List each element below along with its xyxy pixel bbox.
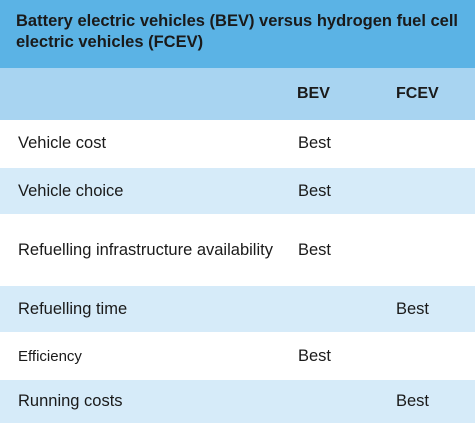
row-label: Efficiency — [18, 347, 82, 365]
header-bev: BEV — [297, 85, 330, 102]
row-label: Refuelling infrastructure availability — [18, 240, 273, 259]
table-title: Battery electric vehicles (BEV) versus h… — [0, 0, 475, 68]
row-bev-value: Best — [298, 240, 332, 259]
row-bev-value: Best — [298, 346, 332, 365]
table-row: Vehicle choice Best — [0, 168, 475, 215]
table-row: Refuelling infrastructure availability B… — [0, 215, 475, 286]
row-fcev-value: Best — [396, 299, 430, 318]
table-row: Running costs Best — [0, 380, 475, 423]
row-label: Vehicle cost — [18, 134, 107, 152]
row-bev-value: Best — [298, 181, 332, 200]
table-row: Vehicle cost Best — [0, 120, 475, 168]
table-header-row: BEV FCEV — [0, 68, 475, 120]
table-row: Refuelling time Best — [0, 286, 475, 333]
row-label: Refuelling time — [18, 299, 128, 318]
row-fcev-value: Best — [396, 392, 430, 410]
header-fcev: FCEV — [396, 85, 439, 102]
table-row: Efficiency Best — [0, 333, 475, 380]
row-label: Vehicle choice — [18, 181, 124, 200]
row-bev-value: Best — [298, 134, 332, 152]
row-label: Running costs — [18, 392, 123, 410]
